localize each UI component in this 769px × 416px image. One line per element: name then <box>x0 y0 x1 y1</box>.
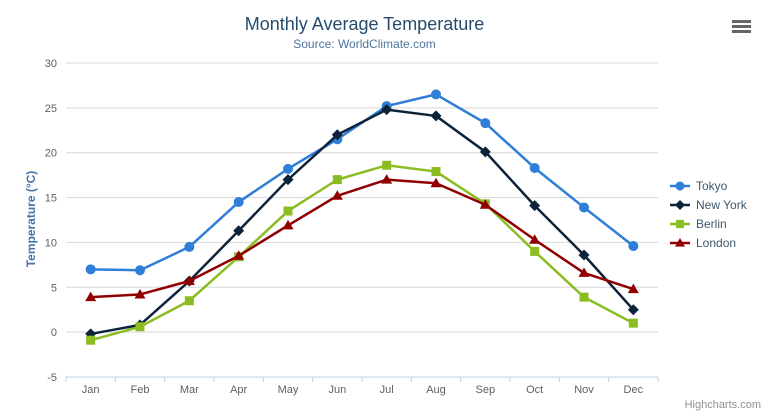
data-point[interactable] <box>233 250 245 260</box>
series-london[interactable] <box>85 174 639 302</box>
y-axis-label: 0 <box>51 327 57 339</box>
y-axis-label: 15 <box>45 193 57 205</box>
data-point[interactable] <box>628 318 638 328</box>
data-point[interactable] <box>430 110 442 122</box>
data-point[interactable] <box>529 162 540 173</box>
data-point[interactable] <box>134 288 146 299</box>
data-point[interactable] <box>135 322 145 332</box>
x-axis-label: Jun <box>328 384 346 396</box>
series-line <box>89 178 635 299</box>
data-point[interactable] <box>282 174 294 186</box>
data-point[interactable] <box>183 275 195 286</box>
data-point[interactable] <box>675 199 685 210</box>
data-point[interactable] <box>431 167 441 177</box>
data-point[interactable] <box>530 246 540 256</box>
export-menu-button[interactable] <box>732 20 751 33</box>
data-point[interactable] <box>627 283 639 294</box>
y-axis-title: Temperature (°C) <box>24 170 38 268</box>
series-tokyo[interactable] <box>85 89 639 276</box>
data-point[interactable] <box>381 104 393 116</box>
data-point[interactable] <box>479 199 491 209</box>
data-point[interactable] <box>233 225 245 237</box>
x-axis-label: Mar <box>180 384 199 396</box>
data-point[interactable] <box>332 175 342 185</box>
legend-label: New York <box>696 197 747 212</box>
x-axis-label: May <box>278 384 299 396</box>
data-point[interactable] <box>85 264 96 275</box>
legend-item-new-york[interactable]: New York <box>669 195 747 214</box>
data-point[interactable] <box>579 202 589 213</box>
series-line <box>89 164 635 342</box>
data-point[interactable] <box>529 200 541 212</box>
data-point[interactable] <box>480 118 491 129</box>
data-point[interactable] <box>86 335 96 345</box>
x-axis-label: Jul <box>380 384 394 396</box>
legend: Tokyo New York Berlin London <box>669 176 747 252</box>
y-axis-label: -5 <box>47 372 57 384</box>
data-point[interactable] <box>578 267 590 277</box>
x-axis-label: Jan <box>82 384 100 396</box>
data-point[interactable] <box>579 292 589 302</box>
x-axis-label: Feb <box>131 384 150 396</box>
y-axis-label: 10 <box>45 237 57 249</box>
data-point[interactable] <box>430 177 442 188</box>
data-point[interactable] <box>675 237 685 247</box>
legend-item-london[interactable]: London <box>669 233 747 252</box>
square-marker-icon <box>670 219 690 228</box>
legend-label: London <box>696 235 737 250</box>
credits-link[interactable]: Highcharts.com <box>684 399 761 411</box>
hamburger-icon <box>732 25 751 28</box>
y-axis-label: 30 <box>45 58 57 70</box>
data-point[interactable] <box>479 146 491 158</box>
legend-item-berlin[interactable]: Berlin <box>669 214 747 233</box>
data-point[interactable] <box>85 291 97 302</box>
legend-label: Berlin <box>696 216 727 231</box>
x-axis-label: Dec <box>624 384 644 396</box>
data-point[interactable] <box>628 241 639 252</box>
data-point[interactable] <box>135 265 145 276</box>
data-point[interactable] <box>282 219 294 230</box>
data-point[interactable] <box>529 234 541 244</box>
x-axis-label: Nov <box>574 384 594 396</box>
x-axis-label: Apr <box>230 384 247 396</box>
x-axis-label: Sep <box>476 384 496 396</box>
y-axis-label: 5 <box>51 282 57 294</box>
data-point[interactable] <box>431 89 441 100</box>
data-point[interactable] <box>184 241 195 252</box>
diamond-marker-icon <box>670 199 690 210</box>
series-line <box>89 108 635 336</box>
series-line <box>89 93 635 272</box>
hamburger-icon <box>732 20 751 23</box>
data-point[interactable] <box>331 129 343 141</box>
hamburger-icon <box>732 30 751 33</box>
legend-label: Tokyo <box>696 178 728 193</box>
data-point[interactable] <box>233 197 244 208</box>
circle-marker-icon <box>670 181 690 190</box>
series-new-york[interactable] <box>85 104 639 340</box>
data-point[interactable] <box>382 160 392 170</box>
data-point[interactable] <box>627 304 639 316</box>
data-point[interactable] <box>675 219 685 228</box>
data-point[interactable] <box>184 296 194 306</box>
data-point[interactable] <box>381 174 393 184</box>
data-point[interactable] <box>283 163 293 174</box>
x-axis-label: Aug <box>426 384 446 396</box>
x-axis-label: Oct <box>526 384 543 396</box>
chart-title: Monthly Average Temperature <box>244 14 485 34</box>
data-point[interactable] <box>283 206 293 216</box>
triangle-marker-icon <box>670 237 690 247</box>
data-point[interactable] <box>331 190 343 200</box>
data-point[interactable] <box>578 249 590 261</box>
chart-subtitle: Source: WorldClimate.com <box>293 37 436 51</box>
legend-item-tokyo[interactable]: Tokyo <box>669 176 747 195</box>
data-point[interactable] <box>675 181 685 190</box>
y-axis-label: 25 <box>45 103 57 115</box>
y-axis-label: 20 <box>45 148 57 160</box>
